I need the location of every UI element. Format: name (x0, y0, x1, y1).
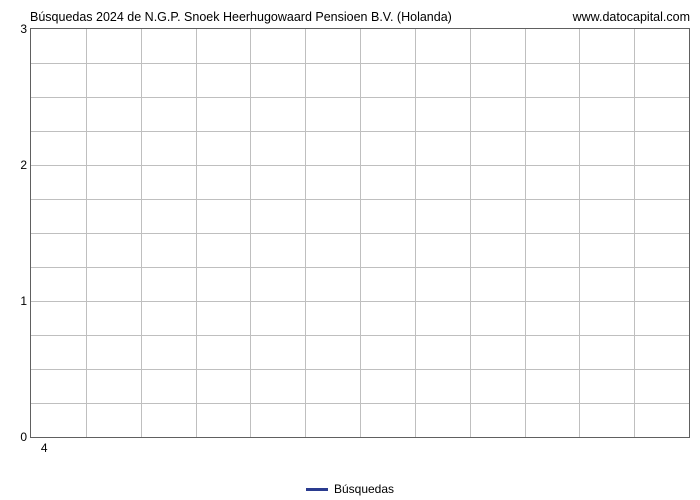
gridline-vertical (634, 29, 635, 437)
y-axis-tick-label: 3 (13, 22, 27, 36)
x-axis-tick-label: 4 (41, 441, 48, 455)
y-axis-tick-label: 2 (13, 158, 27, 172)
gridline-vertical (250, 29, 251, 437)
legend-label: Búsquedas (334, 482, 394, 496)
gridline-vertical (360, 29, 361, 437)
gridline-vertical (415, 29, 416, 437)
gridline-vertical (141, 29, 142, 437)
chart-container: Búsquedas 2024 de N.G.P. Snoek Heerhugow… (30, 10, 690, 460)
gridline-vertical (86, 29, 87, 437)
gridline-vertical (579, 29, 580, 437)
chart-title-left: Búsquedas 2024 de N.G.P. Snoek Heerhugow… (30, 10, 452, 24)
chart-title-right: www.datocapital.com (573, 10, 690, 24)
gridline-vertical (305, 29, 306, 437)
legend: Búsquedas (0, 481, 700, 496)
plot-area: 01234 (30, 28, 690, 438)
chart-title-bar: Búsquedas 2024 de N.G.P. Snoek Heerhugow… (30, 10, 690, 28)
gridline-vertical (525, 29, 526, 437)
y-axis-tick-label: 0 (13, 430, 27, 444)
legend-swatch (306, 488, 328, 491)
gridline-vertical (470, 29, 471, 437)
gridline-vertical (196, 29, 197, 437)
y-axis-tick-label: 1 (13, 294, 27, 308)
